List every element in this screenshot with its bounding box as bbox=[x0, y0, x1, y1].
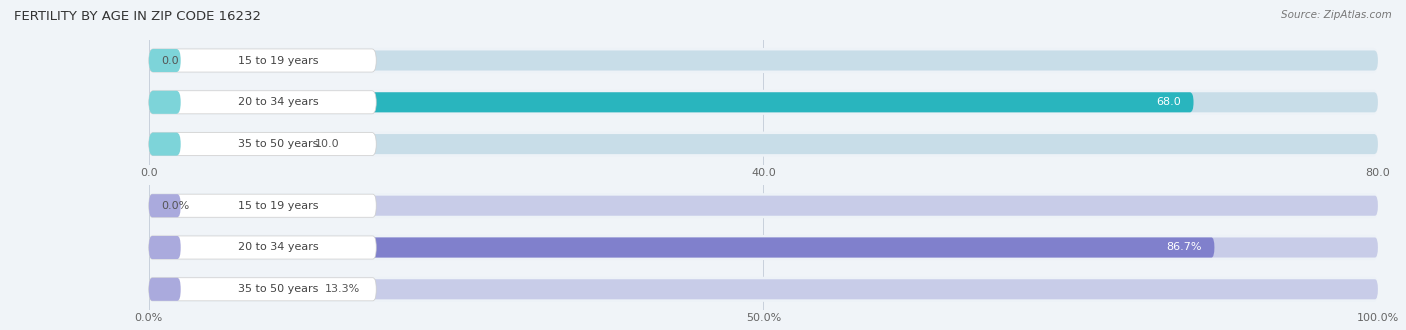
FancyBboxPatch shape bbox=[149, 196, 1378, 216]
Text: 86.7%: 86.7% bbox=[1167, 243, 1202, 252]
Text: FERTILITY BY AGE IN ZIP CODE 16232: FERTILITY BY AGE IN ZIP CODE 16232 bbox=[14, 10, 262, 23]
FancyBboxPatch shape bbox=[149, 90, 1378, 115]
FancyBboxPatch shape bbox=[149, 279, 1378, 299]
FancyBboxPatch shape bbox=[149, 277, 1378, 302]
FancyBboxPatch shape bbox=[149, 134, 302, 154]
Text: 15 to 19 years: 15 to 19 years bbox=[238, 55, 319, 65]
FancyBboxPatch shape bbox=[149, 278, 181, 301]
FancyBboxPatch shape bbox=[149, 49, 377, 72]
Text: Source: ZipAtlas.com: Source: ZipAtlas.com bbox=[1281, 10, 1392, 20]
FancyBboxPatch shape bbox=[149, 279, 312, 299]
FancyBboxPatch shape bbox=[149, 238, 1215, 257]
FancyBboxPatch shape bbox=[149, 194, 181, 217]
Text: 13.3%: 13.3% bbox=[325, 284, 360, 294]
Text: 10.0: 10.0 bbox=[315, 139, 339, 149]
FancyBboxPatch shape bbox=[149, 236, 181, 259]
FancyBboxPatch shape bbox=[149, 236, 377, 259]
FancyBboxPatch shape bbox=[149, 50, 1378, 71]
FancyBboxPatch shape bbox=[149, 194, 377, 217]
Text: 35 to 50 years: 35 to 50 years bbox=[238, 139, 319, 149]
Text: 0.0%: 0.0% bbox=[162, 201, 190, 211]
FancyBboxPatch shape bbox=[149, 48, 1378, 73]
FancyBboxPatch shape bbox=[149, 49, 181, 72]
FancyBboxPatch shape bbox=[149, 133, 181, 156]
FancyBboxPatch shape bbox=[149, 193, 1378, 218]
FancyBboxPatch shape bbox=[149, 238, 1378, 257]
Text: 0.0: 0.0 bbox=[162, 55, 179, 65]
Text: 15 to 19 years: 15 to 19 years bbox=[238, 201, 319, 211]
Text: 20 to 34 years: 20 to 34 years bbox=[238, 243, 319, 252]
Text: 68.0: 68.0 bbox=[1157, 97, 1181, 107]
FancyBboxPatch shape bbox=[149, 134, 1378, 154]
FancyBboxPatch shape bbox=[149, 91, 377, 114]
FancyBboxPatch shape bbox=[149, 278, 377, 301]
FancyBboxPatch shape bbox=[149, 235, 1378, 260]
Text: 20 to 34 years: 20 to 34 years bbox=[238, 97, 319, 107]
FancyBboxPatch shape bbox=[149, 132, 1378, 157]
Text: 35 to 50 years: 35 to 50 years bbox=[238, 284, 319, 294]
FancyBboxPatch shape bbox=[149, 133, 377, 156]
FancyBboxPatch shape bbox=[149, 92, 1378, 112]
FancyBboxPatch shape bbox=[149, 92, 1194, 112]
FancyBboxPatch shape bbox=[149, 91, 181, 114]
